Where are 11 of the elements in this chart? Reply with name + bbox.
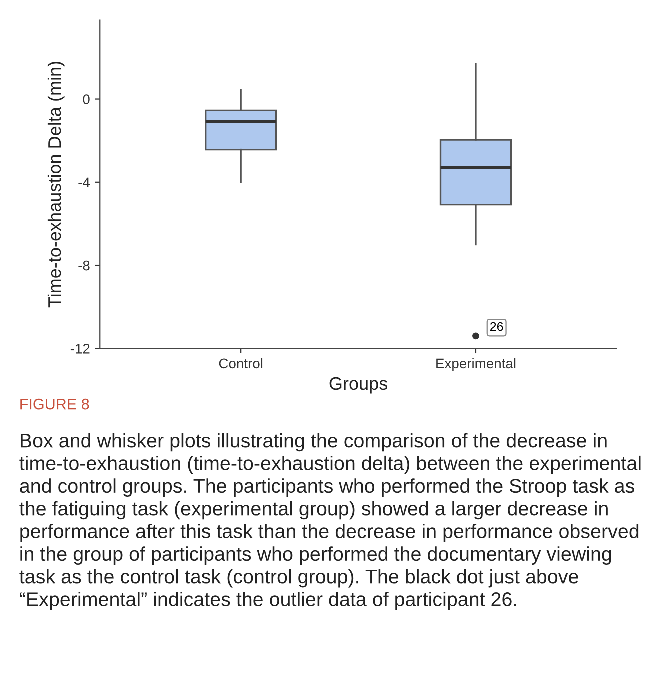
y-tick-label: -4 xyxy=(78,178,90,188)
text: FIGURE 8 xyxy=(20,398,90,410)
x-tick-label: Experimental xyxy=(436,358,516,372)
text: Box and whisker plots illustrating the comparison of the decrease in time-to-exhaustion (time-to-exhaustion delta) between the experimental and control groups. The participants who performed the Stroop task as the fatiguing task (experimental group) showed a larger decrease in performance after this task than the decrease in performance observed in the group of participants who performed the documentary viewing task as the control task (control group). The black dot just above “Experimental” indicates the outlier data of participant 26. xyxy=(20,433,641,610)
x-axis-title: Groups xyxy=(330,377,388,394)
x-tick-label: Control xyxy=(219,358,263,369)
y-axis-title: Time-to-exhaustion Delta (min) xyxy=(48,62,65,308)
annotation: 26 xyxy=(490,322,504,332)
y-tick-label: -8 xyxy=(78,260,90,271)
y-tick-label: 0 xyxy=(83,94,90,104)
y-tick-label: -12 xyxy=(70,344,90,354)
